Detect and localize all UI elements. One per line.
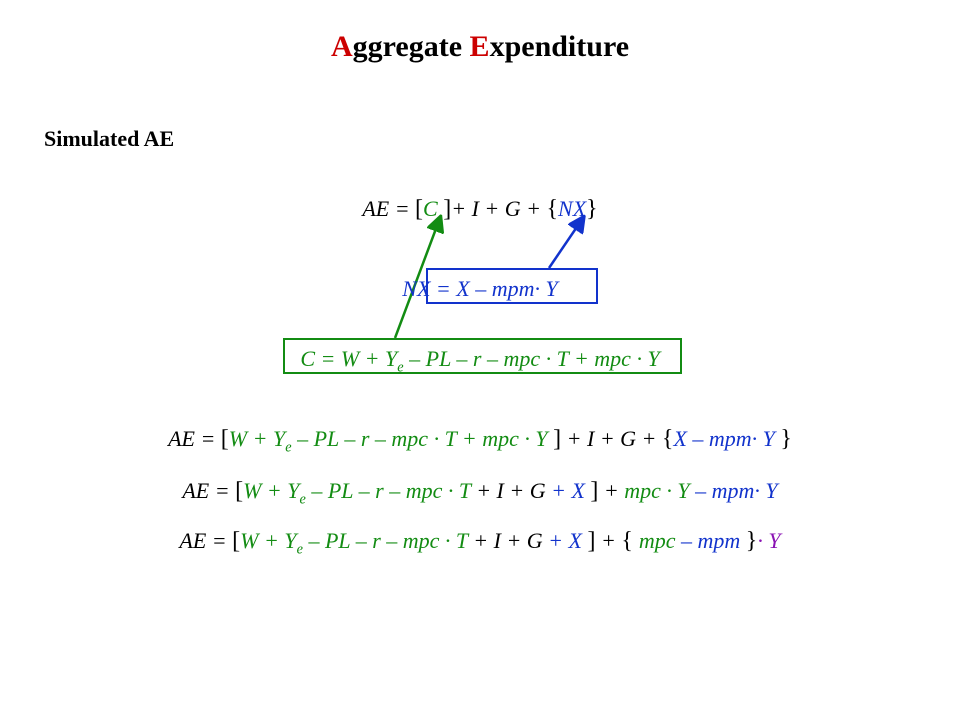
ae3-green-tail: mpc · Y — [624, 478, 695, 503]
ae1-nx: NX — [558, 196, 586, 221]
ae2-blue: X – mpm· Y — [673, 426, 780, 451]
ae2-rbrace: } — [780, 426, 792, 452]
ae4-green-post: – PL – r – mpc · T — [303, 528, 473, 553]
arrow-nx-to-brace — [549, 218, 583, 268]
equation-ae-compact: AE = [C ]+ I + G + {NX} — [0, 196, 960, 223]
ae4-after: + — [595, 528, 621, 553]
ae1-lhs: AE = — [362, 196, 415, 221]
ae4-lhs: AE = — [179, 528, 232, 553]
ae3-blue-x: + X — [551, 478, 590, 503]
ae3-mid: + I + G — [476, 478, 551, 503]
ae2-lbracket: [ — [221, 426, 229, 452]
ae4-blue-mpm: – mpm — [681, 528, 746, 553]
nx-rhs: X – mpm· Y — [456, 276, 557, 301]
equation-c-definition: C = W + Ye – PL – r – mpc · T + mpc · Y — [0, 346, 960, 376]
ae1-rbrace: } — [586, 196, 598, 222]
ae4-green-pre: W + Y — [240, 528, 296, 553]
ae3-green-post: – PL – r – mpc · T — [306, 478, 476, 503]
equation-ae-expanded-3: AE = [W + Ye – PL – r – mpc · T + I + G … — [0, 528, 960, 558]
title-e-rest: xpenditure — [490, 30, 629, 63]
ae4-purple-y: · Y — [757, 528, 780, 553]
c-rhs-post: – PL – r – mpc · T + mpc · Y — [404, 346, 660, 371]
ae1-c: C — [423, 196, 443, 221]
title-a-highlight: A — [331, 30, 353, 63]
ae4-mid: + I + G — [473, 528, 548, 553]
ae2-green-post: – PL – r – mpc · T + mpc · Y — [292, 426, 554, 451]
ae1-lbrace: { — [547, 196, 559, 222]
ae3-green-pre: W + Y — [243, 478, 299, 503]
c-lhs: C = — [300, 346, 341, 371]
ae3-lbracket: [ — [235, 478, 243, 504]
ae4-rbrace: } — [746, 528, 758, 554]
title-e-highlight: E — [470, 30, 490, 63]
page-title: Aggregate Expenditure — [0, 30, 960, 64]
ae3-lhs: AE = — [182, 478, 235, 503]
ae1-mid: + I + G + — [451, 196, 546, 221]
ae4-lbrace: { — [621, 528, 639, 554]
ae2-rbracket: ] — [553, 426, 561, 452]
ae4-green-mpc: mpc — [639, 528, 681, 553]
ae2-green-pre: W + Y — [229, 426, 285, 451]
slide: Aggregate Expenditure Simulated AE AE = … — [0, 0, 960, 720]
ae4-blue-x: + X — [548, 528, 587, 553]
ae3-blue-tail: – mpm· Y — [695, 478, 778, 503]
ae4-lbracket: [ — [232, 528, 240, 554]
ae3-after: + — [598, 478, 624, 503]
equation-ae-expanded-2: AE = [W + Ye – PL – r – mpc · T + I + G … — [0, 478, 960, 508]
equation-ae-expanded-1: AE = [W + Ye – PL – r – mpc · T + mpc · … — [0, 426, 960, 456]
c-rhs-pre: W + Y — [341, 346, 397, 371]
ae1-lbracket: [ — [415, 196, 423, 222]
subtitle: Simulated AE — [44, 126, 174, 152]
nx-lhs: NX = — [402, 276, 456, 301]
ae2-lbrace: { — [662, 426, 674, 452]
title-a-rest: ggregate — [353, 30, 470, 63]
equation-nx-definition: NX = X – mpm· Y — [0, 276, 960, 302]
ae2-mid: + I + G + — [561, 426, 662, 451]
ae2-lhs: AE = — [168, 426, 221, 451]
